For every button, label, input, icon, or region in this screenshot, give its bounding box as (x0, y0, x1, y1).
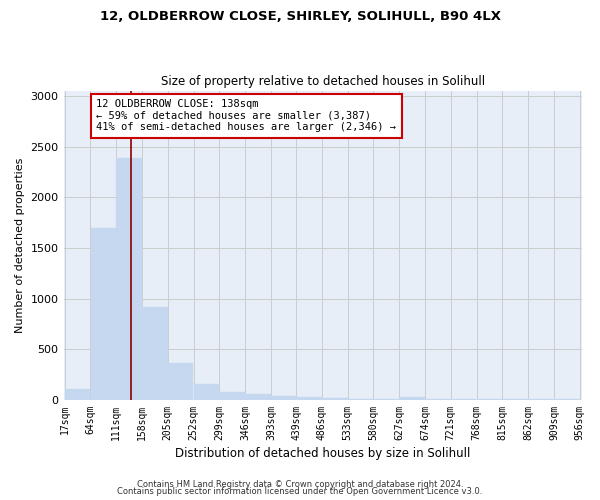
Text: Contains HM Land Registry data © Crown copyright and database right 2024.: Contains HM Land Registry data © Crown c… (137, 480, 463, 489)
X-axis label: Distribution of detached houses by size in Solihull: Distribution of detached houses by size … (175, 447, 470, 460)
Bar (400, 397, 425, 400)
Text: 12, OLDBERROW CLOSE, SHIRLEY, SOLIHULL, B90 4LX: 12, OLDBERROW CLOSE, SHIRLEY, SOLIHULL, … (100, 10, 500, 23)
Text: Contains public sector information licensed under the Open Government Licence v3: Contains public sector information licen… (118, 487, 482, 496)
Bar (91, 228, 116, 400)
Y-axis label: Number of detached properties: Number of detached properties (15, 158, 25, 333)
Bar (194, 384, 219, 400)
Text: 12 OLDBERROW CLOSE: 138sqm
← 59% of detached houses are smaller (3,387)
41% of s: 12 OLDBERROW CLOSE: 138sqm ← 59% of deta… (97, 99, 397, 132)
Bar (65, 389, 90, 400)
Bar (142, 307, 167, 400)
Bar (296, 397, 322, 400)
Bar (168, 364, 193, 400)
Bar (245, 394, 271, 400)
Bar (271, 396, 296, 400)
Bar (322, 398, 347, 400)
Title: Size of property relative to detached houses in Solihull: Size of property relative to detached ho… (161, 76, 485, 88)
Bar (116, 158, 142, 400)
Bar (220, 392, 245, 400)
